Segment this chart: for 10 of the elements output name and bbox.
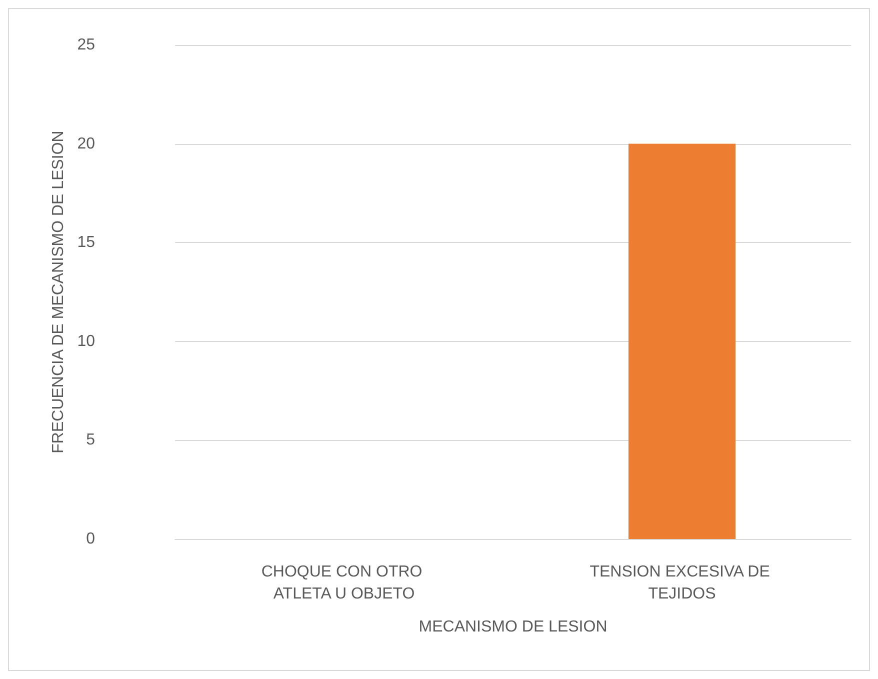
y-tick-label: 5 (86, 432, 96, 449)
x-axis-title: MECANISMO DE LESION (418, 618, 608, 636)
x-tick-label: TENSION EXCESIVA DE TEJIDOS (590, 564, 774, 602)
x-tick-label: CHOQUE CON OTRO ATLETA U OBJETO (261, 564, 427, 602)
y-axis-title: FRECUENCIA DE MECANISMO DE LESION (50, 130, 67, 454)
y-tick-label: 0 (86, 530, 96, 548)
y-tick-label: 15 (77, 234, 96, 252)
y-tick-label: 25 (77, 36, 96, 54)
y-tick-label: 10 (77, 332, 96, 350)
y-tick-label: 20 (77, 135, 96, 152)
